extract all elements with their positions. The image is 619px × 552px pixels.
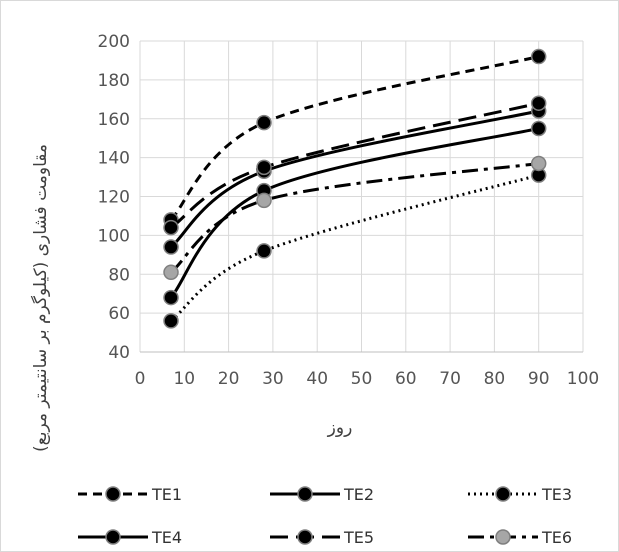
data-point-TE5-7: [163, 219, 179, 236]
series-line-TE1: [169, 55, 540, 221]
legend-item-TE2: TE2: [270, 485, 374, 504]
data-point-TE5-90: [530, 95, 547, 111]
series-line-TE3: [170, 173, 540, 323]
series-TE3: [163, 167, 547, 329]
legend-label-TE6: TE6: [541, 528, 572, 547]
y-axis-title: مقاومت فشاری (کیلوگرم بر سانتیمتر مربع): [30, 144, 51, 452]
data-point-TE3-7: [163, 313, 179, 329]
y-tick-label-140: 140: [98, 149, 130, 169]
x-tick-label-50: 50: [351, 369, 373, 389]
data-point-TE2-7: [163, 289, 179, 306]
legend-label-TE3: TE3: [541, 485, 572, 504]
x-tick-label-10: 10: [173, 369, 195, 389]
series-line-TE6: [170, 161, 539, 274]
series-TE6: [163, 155, 547, 281]
y-tick-label-180: 180: [98, 71, 130, 91]
x-tick-label-80: 80: [484, 369, 506, 389]
legend-marker-TE1: [105, 486, 121, 502]
series-TE2: [163, 120, 547, 306]
series-TE1: [163, 48, 547, 228]
y-tick-label-40: 40: [108, 343, 130, 363]
legend-marker-TE6: [495, 529, 511, 545]
data-point-TE5-28: [256, 159, 272, 176]
legend-item-TE1: TE1: [78, 485, 182, 504]
tick-labels: 40 60 80 100 120 140 160 180 200 0 10 20 30 40 50 60 70 8…: [98, 32, 600, 389]
data-point-TE4-7: [163, 239, 179, 255]
x-tick-label-60: 60: [395, 369, 417, 389]
series-line-TE2: [169, 127, 540, 299]
y-tick-label-120: 120: [98, 188, 130, 208]
series-TE5: [163, 95, 547, 236]
legend-marker-TE2: [297, 486, 313, 502]
legend-marker-TE5: [297, 529, 313, 545]
y-tick-label-160: 160: [98, 110, 130, 130]
legend-marker-TE3: [495, 486, 511, 502]
x-tick-label-100: 100: [567, 369, 599, 389]
legend-label-TE1: TE1: [151, 485, 182, 504]
series: [163, 48, 547, 329]
data-point-TE1-90: [530, 48, 547, 65]
series-line-TE5: [170, 101, 540, 229]
x-axis-title: روز: [327, 418, 353, 438]
data-point-TE1-28: [256, 114, 272, 131]
x-tick-label-40: 40: [306, 369, 328, 389]
x-tick-label-0: 0: [135, 369, 146, 389]
data-point-TE2-90: [530, 120, 547, 137]
legend-label-TE2: TE2: [343, 485, 374, 504]
legend-item-TE5: TE5: [270, 528, 374, 547]
x-tick-label-90: 90: [528, 369, 550, 389]
legend-label-TE4: TE4: [151, 528, 182, 547]
data-point-TE6-90: [530, 155, 547, 172]
data-point-TE6-28: [256, 192, 272, 209]
series-line-TE4: [170, 109, 540, 249]
data-point-TE6-7: [163, 264, 179, 281]
x-tick-label-20: 20: [218, 369, 240, 389]
legend-item-TE3: TE3: [468, 485, 572, 504]
data-point-TE3-28: [256, 243, 272, 259]
x-tick-label-30: 30: [262, 369, 284, 389]
legend-item-TE4: TE4: [78, 528, 182, 547]
x-tick-label-70: 70: [439, 369, 461, 389]
legend-label-TE5: TE5: [343, 528, 374, 547]
legend: TE1 TE2 TE3 TE4 TE5 TE6: [78, 485, 572, 547]
legend-item-TE6: TE6: [468, 528, 572, 547]
y-tick-label-80: 80: [108, 265, 130, 285]
y-tick-label-100: 100: [98, 226, 130, 246]
y-tick-label-60: 60: [108, 304, 130, 324]
y-tick-label-200: 200: [98, 32, 130, 52]
legend-marker-TE4: [105, 529, 121, 545]
